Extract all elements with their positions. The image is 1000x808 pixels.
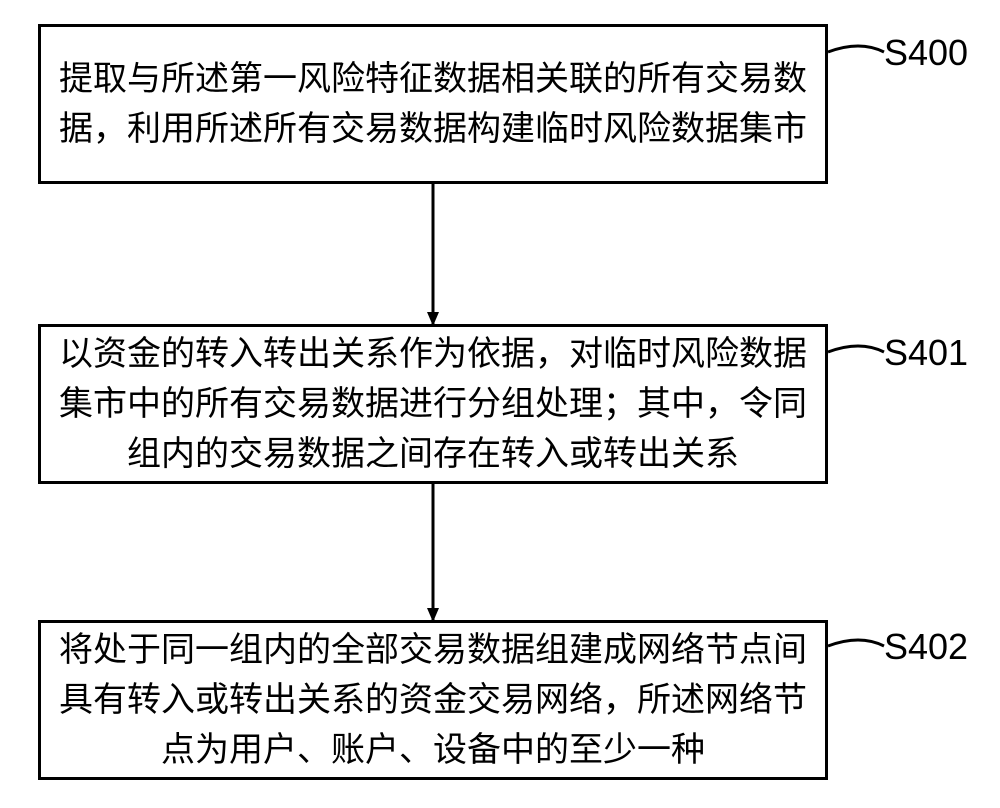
flowchart-canvas: 提取与所述第一风险特征数据相关联的所有交易数据，利用所述所有交易数据构建临时风险… bbox=[0, 0, 1000, 808]
lead-line-s401 bbox=[828, 346, 884, 352]
connector-layer bbox=[0, 0, 1000, 808]
lead-line-s400 bbox=[828, 46, 884, 52]
lead-line-s402 bbox=[828, 640, 884, 646]
